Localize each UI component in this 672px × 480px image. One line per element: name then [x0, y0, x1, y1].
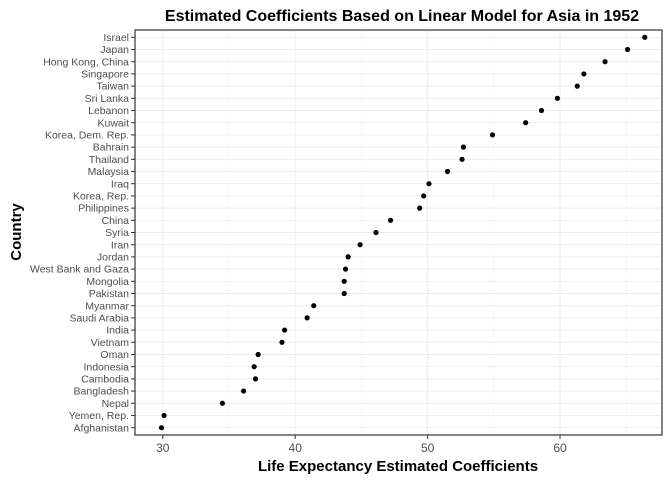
- data-point: [421, 193, 427, 199]
- y-tick-label: Syria: [105, 227, 129, 239]
- data-point: [357, 242, 363, 248]
- data-point: [345, 254, 351, 260]
- y-tick-label: Malaysia: [88, 166, 130, 178]
- y-tick-label: Iraq: [111, 178, 129, 190]
- data-point: [341, 278, 347, 284]
- data-point: [574, 83, 580, 89]
- data-point: [642, 34, 648, 40]
- y-tick-label: Singapore: [81, 69, 129, 81]
- x-tick-label: 30: [156, 441, 170, 455]
- y-tick-label: Thailand: [89, 154, 129, 166]
- y-tick-label: Bangladesh: [74, 386, 130, 398]
- x-tick-label: 60: [553, 441, 567, 455]
- chart-title: Estimated Coefficients Based on Linear M…: [165, 8, 639, 25]
- y-tick-label: Jordan: [97, 251, 129, 263]
- data-point: [387, 217, 394, 223]
- data-point: [240, 388, 247, 394]
- y-tick-label: Korea, Dem. Rep.: [45, 130, 129, 142]
- y-tick-label: Kuwait: [97, 117, 129, 129]
- y-tick-label: Afghanistan: [74, 422, 130, 434]
- data-point: [255, 351, 261, 358]
- data-point: [602, 59, 608, 65]
- data-point: [459, 156, 465, 162]
- grid-lines: [135, 30, 662, 435]
- x-tick-label: 40: [289, 441, 303, 455]
- data-point: [417, 205, 423, 211]
- data-points: [158, 34, 648, 431]
- x-axis-ticks: 30 40 50 60: [156, 435, 567, 455]
- data-point: [444, 168, 451, 175]
- data-point: [341, 290, 347, 297]
- data-point: [624, 46, 631, 53]
- data-point: [251, 364, 257, 370]
- y-tick-label: Sri Lanka: [85, 93, 130, 105]
- y-tick-label: Cambodia: [81, 373, 129, 385]
- y-tick-label: Taiwan: [96, 81, 129, 93]
- data-point: [523, 120, 529, 126]
- y-tick-label: Japan: [100, 44, 129, 56]
- data-point: [219, 400, 225, 406]
- data-point: [460, 144, 466, 150]
- y-tick-label: Myanmar: [85, 300, 129, 312]
- y-tick-label: Yemen, Rep.: [69, 410, 129, 422]
- y-tick-label: Iran: [111, 239, 129, 251]
- data-point: [279, 339, 285, 345]
- y-tick-label: Philippines: [78, 203, 129, 215]
- data-point: [252, 376, 259, 382]
- data-point: [304, 315, 310, 321]
- data-point: [311, 303, 317, 309]
- y-tick-label: Lebanon: [88, 105, 129, 117]
- y-tick-label: Nepal: [102, 398, 129, 410]
- data-point: [538, 107, 545, 114]
- data-point: [161, 412, 167, 419]
- data-point: [554, 95, 560, 101]
- y-tick-label: Indonesia: [83, 361, 129, 373]
- data-point: [426, 181, 432, 187]
- y-tick-label: Saudi Arabia: [69, 312, 129, 324]
- y-axis-title: Country: [8, 203, 25, 261]
- y-tick-label: Oman: [100, 349, 129, 361]
- y-tick-label: Vietnam: [91, 337, 130, 349]
- data-point: [373, 229, 379, 236]
- x-axis-title: Life Expectancy Estimated Coefficients: [258, 458, 538, 475]
- y-tick-label: Pakistan: [89, 288, 129, 300]
- y-tick-label: West Bank and Gaza: [30, 264, 129, 276]
- x-tick-label: 50: [421, 441, 435, 455]
- y-tick-label: Korea, Rep.: [73, 191, 129, 203]
- data-point: [282, 327, 288, 333]
- data-point: [489, 132, 496, 138]
- y-tick-label: Hong Kong, China: [43, 56, 129, 68]
- data-point: [158, 425, 165, 431]
- data-point: [581, 71, 587, 77]
- y-tick-label: Israel: [103, 32, 129, 44]
- y-tick-label: India: [106, 325, 129, 337]
- data-point: [342, 266, 349, 272]
- y-tick-label: China: [102, 215, 130, 227]
- y-tick-label: Mongolia: [86, 276, 129, 288]
- y-tick-label: Bahrain: [93, 142, 129, 154]
